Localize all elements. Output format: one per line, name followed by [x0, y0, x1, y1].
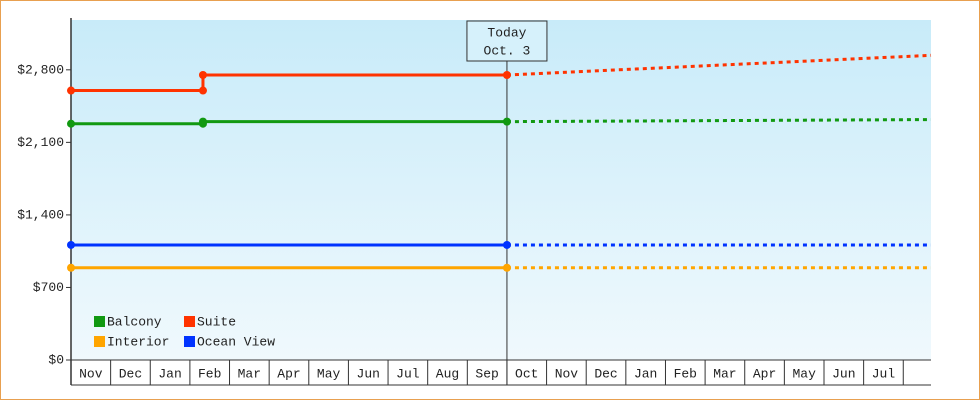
legend-label: Interior [107, 334, 169, 349]
x-tick-label: Jul [872, 366, 896, 381]
x-tick-label: Jan [634, 366, 657, 381]
point [502, 71, 511, 79]
point [67, 119, 75, 128]
legend-swatch [184, 316, 195, 327]
point [198, 71, 207, 79]
x-tick-label: Nov [79, 366, 103, 381]
forecast-line [506, 118, 932, 124]
x-tick-label: Dec [594, 366, 617, 381]
point [67, 240, 75, 249]
legend-label: Balcony [107, 314, 162, 329]
x-tick-label: Oct [515, 366, 538, 381]
x-tick-label: Jun [832, 366, 855, 381]
point [502, 117, 511, 126]
x-tick-label: Mar [713, 366, 736, 381]
x-tick-label: May [792, 366, 816, 381]
legend-swatch [184, 336, 195, 347]
x-tick-label: May [317, 366, 341, 381]
today-label: Oct. 3 [484, 43, 531, 58]
point [502, 263, 511, 272]
today-label: Today [487, 25, 526, 40]
y-tick-label: $700 [33, 280, 64, 295]
x-tick-label: Aug [436, 366, 459, 381]
x-tick-label: Dec [119, 366, 142, 381]
x-tick-label: Feb [674, 366, 697, 381]
legend-label: Suite [197, 314, 236, 329]
y-tick-label: $1,400 [17, 207, 64, 222]
x-tick-label: Jun [357, 366, 380, 381]
x-tick-label: Sep [475, 366, 498, 381]
today-box [466, 20, 548, 62]
series-line [71, 73, 507, 93]
x-tick-label: Feb [198, 366, 221, 381]
y-tick-label: $2,100 [17, 135, 64, 150]
x-tick-label: Nov [555, 366, 579, 381]
x-tick-label: Mar [238, 366, 261, 381]
legend-label: Ocean View [197, 334, 275, 349]
x-tick-label: Apr [753, 366, 776, 381]
point [67, 263, 75, 272]
legend-swatch [94, 316, 105, 327]
point [198, 86, 207, 95]
point [198, 117, 207, 126]
point [502, 240, 511, 249]
point [67, 86, 75, 95]
y-tick-label: $2,800 [17, 62, 64, 77]
x-tick-label: Jan [158, 366, 181, 381]
forecast-line [506, 53, 932, 77]
legend-swatch [94, 336, 105, 347]
x-tick-label: Apr [277, 366, 300, 381]
plot-area [71, 20, 931, 360]
y-tick-label: $0 [48, 352, 64, 367]
x-tick-label: Jul [396, 366, 420, 381]
